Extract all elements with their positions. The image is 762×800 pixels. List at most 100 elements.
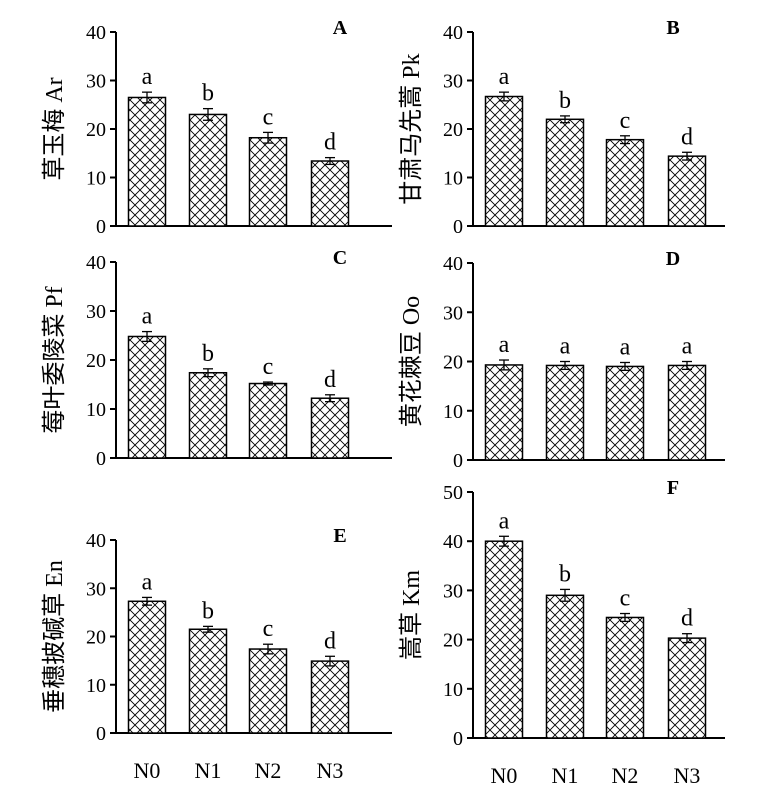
x-tick-label: N0	[134, 758, 161, 783]
error-bar	[325, 156, 335, 166]
y-tick-label: 20	[86, 119, 106, 141]
y-axis-label: 垂穗披碱草 En	[41, 560, 68, 713]
x-tick-label: N1	[195, 758, 222, 783]
y-tick-label: 40	[86, 252, 106, 274]
x-tick-label: N2	[255, 758, 282, 783]
significance-letter: a	[142, 304, 153, 330]
y-tick-label: 20	[86, 350, 106, 372]
significance-letter: c	[620, 586, 631, 612]
y-axis-label: 莓叶委陵菜 Pf	[41, 286, 68, 433]
y-tick-label: 10	[443, 679, 463, 701]
error-bar	[203, 107, 213, 121]
bar-n2	[248, 648, 288, 734]
significance-letter: a	[499, 64, 510, 90]
y-tick-label: 0	[96, 216, 106, 238]
significance-letter: a	[560, 334, 571, 360]
y-tick-label: 40	[86, 530, 106, 552]
panel-a: 0 10 20 30 40 a b c d A 草玉梅 Ar	[41, 17, 392, 238]
bar-n1	[545, 364, 585, 461]
panel-c: 0 10 20 30 40 a b c d C 莓叶委陵菜 Pf	[41, 247, 392, 470]
y-tick-label: 30	[86, 71, 106, 93]
significance-letter: b	[202, 598, 214, 624]
x-tick-label: N2	[612, 763, 639, 788]
y-tick-label: 40	[86, 22, 106, 44]
panel-letter: D	[666, 248, 680, 270]
y-tick-label: 30	[86, 578, 106, 600]
panel-letter: B	[666, 17, 679, 39]
bar-n0	[127, 96, 167, 227]
y-tick-label: 30	[443, 302, 463, 324]
error-bar	[682, 633, 692, 644]
bar-n1	[188, 628, 228, 734]
y-tick-label: 10	[443, 401, 463, 423]
panel-letter: C	[333, 247, 347, 269]
bar-n1	[545, 118, 585, 227]
y-tick-label: 20	[443, 352, 463, 374]
y-tick-label: 0	[96, 448, 106, 470]
error-bar	[203, 368, 213, 378]
bar-n2	[605, 616, 645, 739]
bar-n3	[310, 160, 350, 227]
error-bar	[499, 91, 509, 102]
significance-letter: d	[681, 124, 693, 150]
significance-letter: d	[324, 367, 336, 393]
error-bar	[620, 361, 630, 372]
error-bar	[499, 359, 509, 371]
y-tick-label: 20	[443, 630, 463, 652]
bar-n3	[667, 155, 707, 227]
error-bar	[325, 394, 335, 403]
y-tick-label: 10	[443, 168, 463, 190]
x-tick-label: N0	[491, 763, 518, 788]
error-bar	[682, 360, 692, 371]
y-tick-label: 0	[453, 728, 463, 750]
bar-n3	[310, 660, 350, 734]
y-tick-label: 30	[86, 301, 106, 323]
significance-letter: b	[202, 341, 214, 367]
significance-letter: c	[263, 354, 274, 380]
error-bar	[142, 330, 152, 343]
panel-letter: A	[333, 17, 348, 39]
bar-n3	[667, 637, 707, 739]
y-axis-label: 嵩草 Km	[398, 570, 425, 660]
significance-letter: a	[142, 569, 153, 595]
x-tick-label: N3	[317, 758, 344, 783]
error-bar	[142, 596, 152, 606]
error-bar	[682, 151, 692, 161]
bar-n0	[484, 364, 524, 461]
x-tick-label: N1	[552, 763, 579, 788]
bar-n0	[127, 335, 167, 459]
significance-letter: d	[324, 130, 336, 156]
significance-letter: c	[263, 104, 274, 130]
error-bar	[263, 131, 273, 144]
significance-letter: c	[620, 108, 631, 134]
panel-e: 0 10 20 30 40 a N0 b N1 c N2 d N3 E 垂穗披碱草 En	[41, 525, 392, 783]
y-tick-label: 10	[86, 168, 106, 190]
panel-b: 0 10 20 30 40 a b c d B 甘肃马先蒿 Pk	[398, 17, 725, 238]
significance-letter: d	[324, 628, 336, 654]
bar-n1	[545, 594, 585, 739]
y-tick-label: 10	[86, 675, 106, 697]
y-tick-label: 40	[443, 22, 463, 44]
error-bar	[560, 360, 570, 371]
error-bar	[203, 625, 213, 633]
panel-letter: E	[333, 525, 346, 547]
y-tick-label: 50	[443, 482, 463, 504]
bar-n2	[248, 136, 288, 227]
y-tick-label: 30	[443, 580, 463, 602]
error-bar	[499, 535, 509, 547]
significance-letter: a	[499, 332, 510, 358]
panel-f: 0 10 20 30 40 50 a N0 b N1 c N2 d N3 F 嵩草 Km	[398, 477, 725, 788]
y-tick-label: 30	[443, 71, 463, 93]
significance-letter: a	[142, 64, 153, 90]
error-bar	[620, 135, 630, 145]
error-bar	[263, 381, 273, 386]
bar-n1	[188, 371, 228, 459]
bar-n0	[484, 540, 524, 739]
y-tick-label: 10	[86, 399, 106, 421]
significance-letter: b	[559, 88, 571, 114]
y-tick-label: 40	[443, 531, 463, 553]
bar-n0	[484, 95, 524, 227]
error-bar	[620, 612, 630, 623]
y-tick-label: 20	[443, 119, 463, 141]
significance-letter: b	[559, 561, 571, 587]
